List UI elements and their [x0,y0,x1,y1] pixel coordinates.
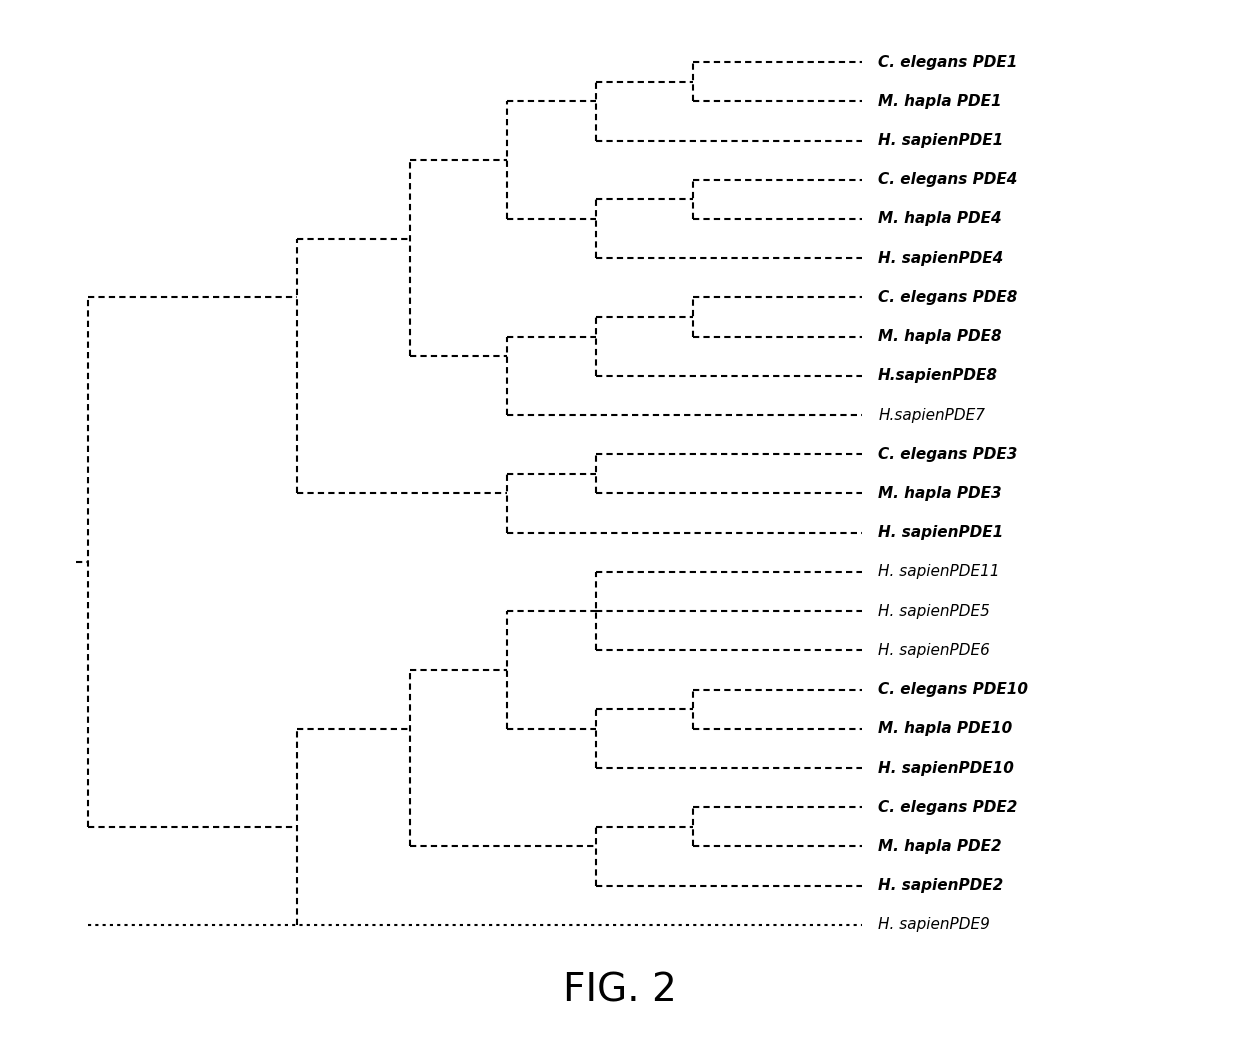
Text: H. sapienPDE6: H. sapienPDE6 [878,643,990,658]
Text: FIG. 2: FIG. 2 [563,972,677,1010]
Text: H. sapienPDE2: H. sapienPDE2 [878,878,1003,893]
Text: C. elegans PDE4: C. elegans PDE4 [878,172,1018,187]
Text: H. sapienPDE1: H. sapienPDE1 [878,525,1003,540]
Text: C. elegans PDE3: C. elegans PDE3 [878,446,1018,461]
Text: M. hapla PDE2: M. hapla PDE2 [878,839,1002,854]
Text: C. elegans PDE1: C. elegans PDE1 [878,54,1018,69]
Text: H. sapienPDE4: H. sapienPDE4 [878,251,1003,266]
Text: H. sapienPDE11: H. sapienPDE11 [878,564,999,579]
Text: C. elegans PDE8: C. elegans PDE8 [878,290,1018,305]
Text: H. sapienPDE1: H. sapienPDE1 [878,133,1003,148]
Text: H. sapienPDE10: H. sapienPDE10 [878,760,1014,776]
Text: H. sapienPDE5: H. sapienPDE5 [878,604,990,619]
Text: H.sapienPDE7: H.sapienPDE7 [878,407,985,422]
Text: H. sapienPDE9: H. sapienPDE9 [878,917,990,932]
Text: M. hapla PDE10: M. hapla PDE10 [878,722,1012,737]
Text: C. elegans PDE10: C. elegans PDE10 [878,682,1028,697]
Text: M. hapla PDE4: M. hapla PDE4 [878,212,1002,226]
Text: M. hapla PDE8: M. hapla PDE8 [878,330,1002,344]
Text: M. hapla PDE3: M. hapla PDE3 [878,486,1002,501]
Text: H.sapienPDE8: H.sapienPDE8 [878,368,998,384]
Text: M. hapla PDE1: M. hapla PDE1 [878,94,1002,108]
Text: C. elegans PDE2: C. elegans PDE2 [878,799,1018,814]
